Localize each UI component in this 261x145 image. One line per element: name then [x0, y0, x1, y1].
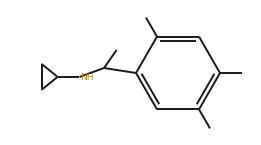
Text: NH: NH — [81, 73, 94, 82]
